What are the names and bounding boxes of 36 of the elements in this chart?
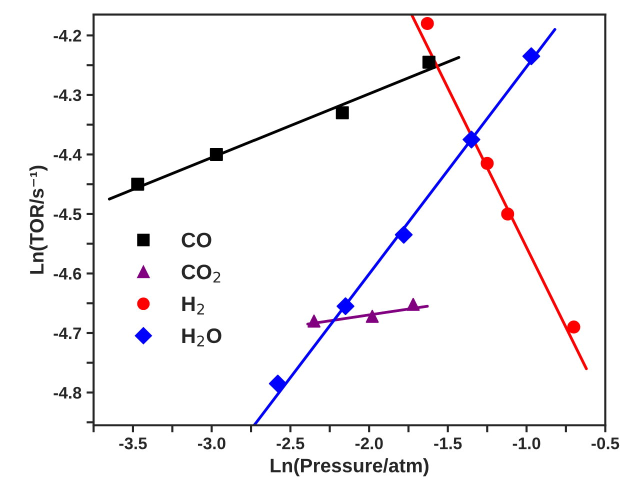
point	[462, 130, 480, 148]
legend-label: CO	[182, 232, 212, 248]
point	[522, 47, 540, 66]
point	[501, 207, 514, 220]
y-tick-label: -4.2	[54, 30, 82, 42]
legend-label: CO$_{2}$	[182, 264, 220, 283]
legend-label: H$_{2}$	[182, 296, 204, 314]
point	[336, 106, 349, 120]
y-tick-label: -4.5	[54, 208, 82, 220]
y-tick-label: -4.6	[54, 268, 82, 280]
y-axis-title: Ln(TOR/s⁻¹)	[29, 166, 48, 274]
point	[420, 17, 434, 30]
y-tick-label: -4.8	[54, 386, 82, 399]
x-tick-label: -1.0	[512, 437, 540, 450]
point	[268, 374, 287, 392]
point	[394, 226, 413, 244]
y-tick-label: -4.7	[54, 328, 82, 340]
x-tick-label: -3.5	[119, 437, 147, 450]
point	[480, 156, 494, 170]
x-tick-label: -2.0	[355, 437, 383, 450]
point	[131, 178, 144, 191]
point	[406, 298, 420, 311]
x-axis-title: Ln(Pressure/atm)	[270, 458, 428, 476]
point	[308, 314, 321, 328]
x-tick-label: -1.5	[434, 438, 462, 450]
y-tick-label: -4.4	[54, 149, 82, 160]
legend-label: H$_{2}$O	[182, 328, 222, 346]
x-tick-label: -2.5	[276, 437, 304, 450]
y-tick-label: -4.3	[54, 89, 82, 102]
point	[366, 310, 379, 323]
x-tick-label: -0.5	[592, 437, 620, 450]
point	[336, 297, 354, 316]
x-tick-label: -3.0	[198, 437, 226, 450]
point	[567, 320, 580, 334]
point	[422, 56, 436, 69]
point	[210, 148, 223, 161]
